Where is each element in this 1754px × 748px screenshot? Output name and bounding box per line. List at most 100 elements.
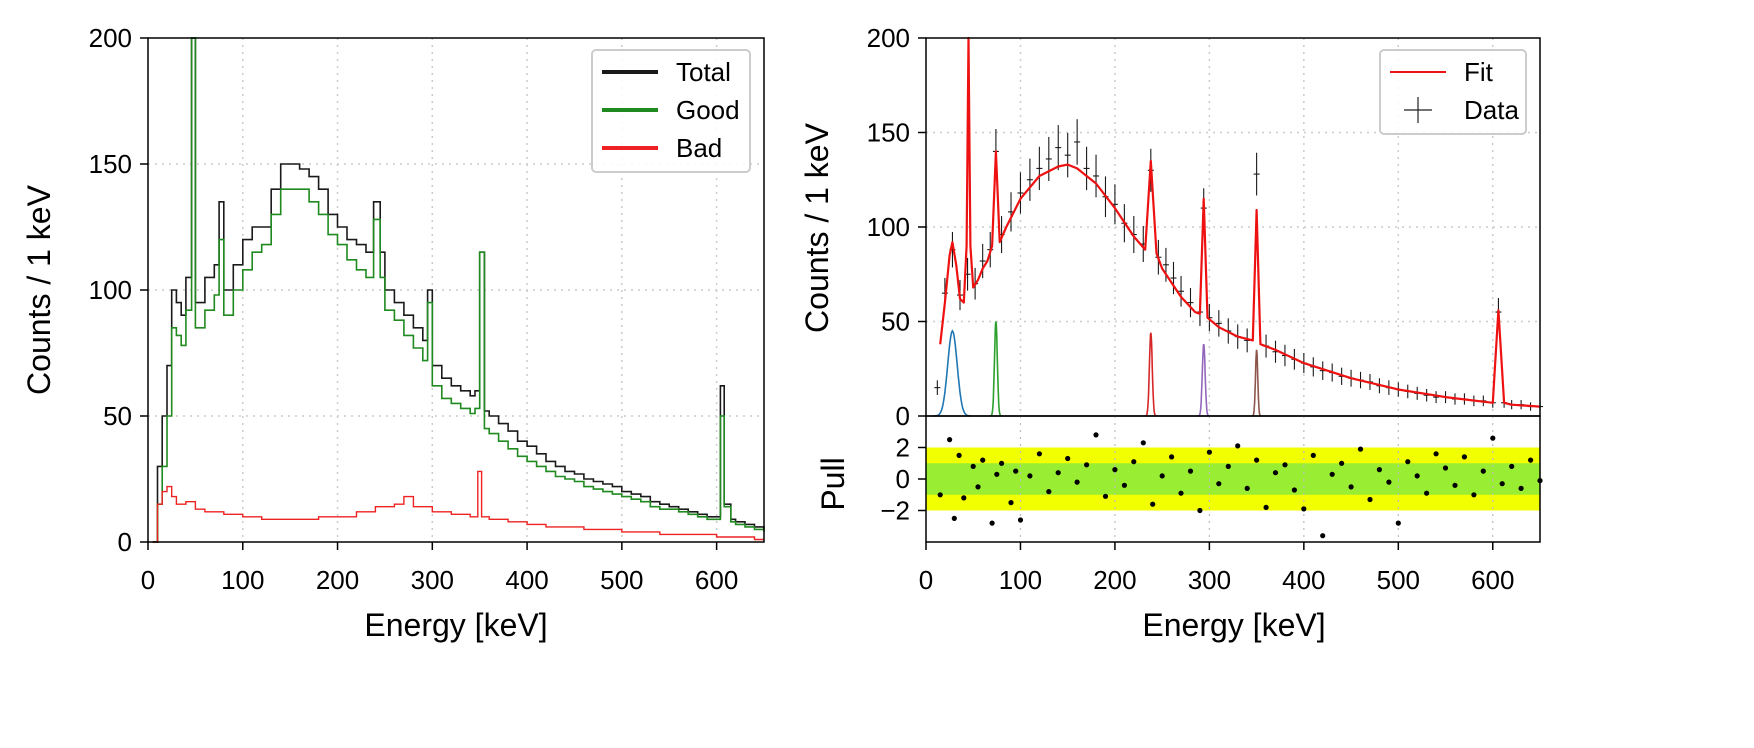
pull-point xyxy=(989,520,995,526)
pull-point xyxy=(1017,517,1024,523)
fit-component-peak xyxy=(989,321,1002,417)
right-ytick-label: 150 xyxy=(867,118,910,148)
pull-band-1sigma xyxy=(926,463,1540,495)
left-legend-box xyxy=(591,49,751,173)
data-point xyxy=(1170,261,1177,295)
data-point xyxy=(1215,310,1222,337)
pull-ytick-label: 2 xyxy=(896,433,910,463)
pull-point xyxy=(1414,473,1420,479)
fit-component-peak xyxy=(1197,344,1210,417)
pull-point xyxy=(1461,454,1467,460)
fit-component-peak xyxy=(1144,332,1157,417)
legend-label-data: Data xyxy=(1464,95,1519,125)
pull-point xyxy=(1225,463,1231,469)
pull-point xyxy=(1131,459,1137,465)
data-point xyxy=(1187,287,1194,318)
pull-point xyxy=(947,437,953,443)
data-point xyxy=(934,380,941,395)
left-ytick-label: 100 xyxy=(89,275,132,305)
pull-point xyxy=(1310,452,1316,458)
hist-series-good xyxy=(152,37,765,543)
fit-component-peak xyxy=(1251,349,1262,417)
pull-point xyxy=(1074,479,1080,485)
data-point xyxy=(1017,172,1024,214)
data-point xyxy=(1026,158,1033,201)
pull-point xyxy=(1046,489,1052,495)
pull-point xyxy=(1013,468,1019,474)
data-point xyxy=(1178,275,1185,307)
right-fit-panel: 0 50 100 150 200 Counts / 1 keV Fit Data xyxy=(799,23,1543,431)
fit-curve xyxy=(939,36,1541,408)
pull-point xyxy=(1424,490,1430,496)
pull-point xyxy=(1339,460,1345,466)
pull-ylabel: Pull xyxy=(815,457,851,510)
pull-point xyxy=(951,515,957,522)
pull-point xyxy=(1206,449,1212,455)
pull-point xyxy=(1084,462,1090,468)
data-point xyxy=(1045,136,1052,182)
hist-series-total xyxy=(152,37,765,543)
legend-label-good: Good xyxy=(676,95,740,125)
right-xlabel: Energy [keV] xyxy=(1142,607,1325,643)
data-point xyxy=(1074,119,1081,165)
pull-plot-area xyxy=(926,416,1543,542)
pull-point xyxy=(1395,520,1401,526)
right-xtick-label: 200 xyxy=(1093,565,1136,595)
pull-point xyxy=(1528,457,1534,463)
pull-point xyxy=(937,492,943,498)
right-xtick-label: 0 xyxy=(919,565,933,595)
right-legend: Fit Data xyxy=(1379,49,1527,135)
pull-point xyxy=(1367,496,1373,503)
pull-point xyxy=(1320,533,1326,539)
pull-point xyxy=(1282,462,1288,468)
pull-point xyxy=(956,452,962,458)
data-point xyxy=(1036,146,1043,191)
pull-point xyxy=(1405,459,1411,465)
right-plot-area xyxy=(933,36,1543,417)
right-xtick-label: 300 xyxy=(1188,565,1231,595)
right-ytick-label: 200 xyxy=(867,23,910,53)
pull-point xyxy=(1480,468,1486,474)
data-point xyxy=(979,243,986,279)
pull-point xyxy=(1490,435,1496,441)
data-point xyxy=(1253,152,1260,196)
pull-point xyxy=(1499,481,1505,487)
pull-point xyxy=(1216,481,1222,487)
pull-point xyxy=(1197,507,1203,514)
data-point xyxy=(1064,132,1071,178)
fit-component-peak xyxy=(933,329,972,417)
right-ylabel: Counts / 1 keV xyxy=(799,122,835,333)
left-ylabel: Counts / 1 keV xyxy=(21,184,57,395)
right-ytick-label: 0 xyxy=(896,401,910,431)
pull-point xyxy=(1093,432,1099,438)
pull-point xyxy=(1452,482,1458,488)
pull-point xyxy=(1169,454,1175,460)
left-ticks: 0 100 200 300 400 500 600 0 50 100 150 200 xyxy=(89,23,739,595)
pull-point xyxy=(975,484,981,490)
right-ticks: 0 50 100 150 200 xyxy=(867,23,926,431)
pull-point xyxy=(1442,465,1449,471)
pull-point xyxy=(980,457,986,463)
pull-point xyxy=(1509,463,1515,469)
right-ytick-label: 100 xyxy=(867,212,910,242)
legend-label-bad: Bad xyxy=(676,133,722,163)
pull-point xyxy=(1102,493,1109,499)
right-xtick-label: 600 xyxy=(1471,565,1514,595)
legend-label-fit: Fit xyxy=(1464,57,1494,87)
pull-ytick-label: −2 xyxy=(880,496,910,526)
pull-point xyxy=(1376,467,1382,473)
pull-point xyxy=(1301,506,1307,512)
pull-point xyxy=(1178,490,1184,496)
data-point xyxy=(1433,391,1440,404)
pull-point xyxy=(1008,500,1014,506)
pull-point xyxy=(1065,455,1071,462)
pull-point xyxy=(1433,451,1439,457)
hist-series-bad xyxy=(152,470,764,543)
pull-point xyxy=(1027,473,1033,479)
pull-point xyxy=(1348,484,1354,490)
left-ytick-label: 200 xyxy=(89,23,132,53)
right-xtick-label: 100 xyxy=(999,565,1042,595)
pull-point xyxy=(1329,471,1335,477)
pull-point xyxy=(1244,485,1250,491)
